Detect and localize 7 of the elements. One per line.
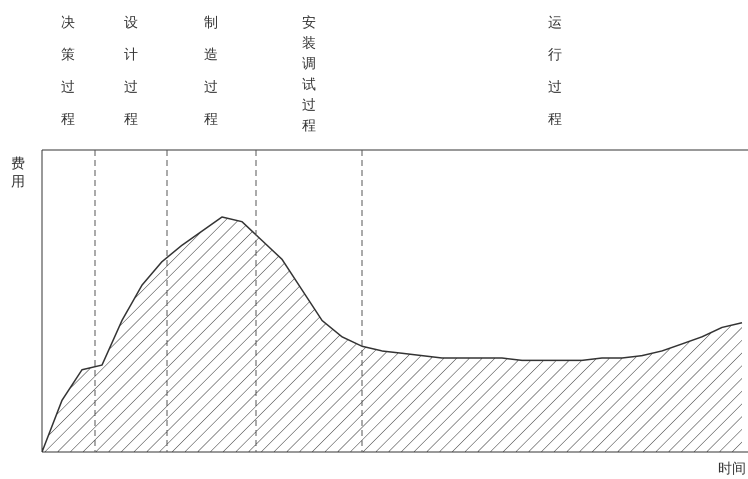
text: 决策过程 <box>61 15 75 128</box>
text: 安装调试过程 <box>302 15 316 134</box>
text: 制造过程 <box>204 15 218 128</box>
text: 运行过程 <box>548 15 562 128</box>
y-axis-title: 费用 <box>11 156 25 190</box>
text: 设计过程 <box>124 15 138 128</box>
x-axis-title: 时间 <box>718 461 746 477</box>
